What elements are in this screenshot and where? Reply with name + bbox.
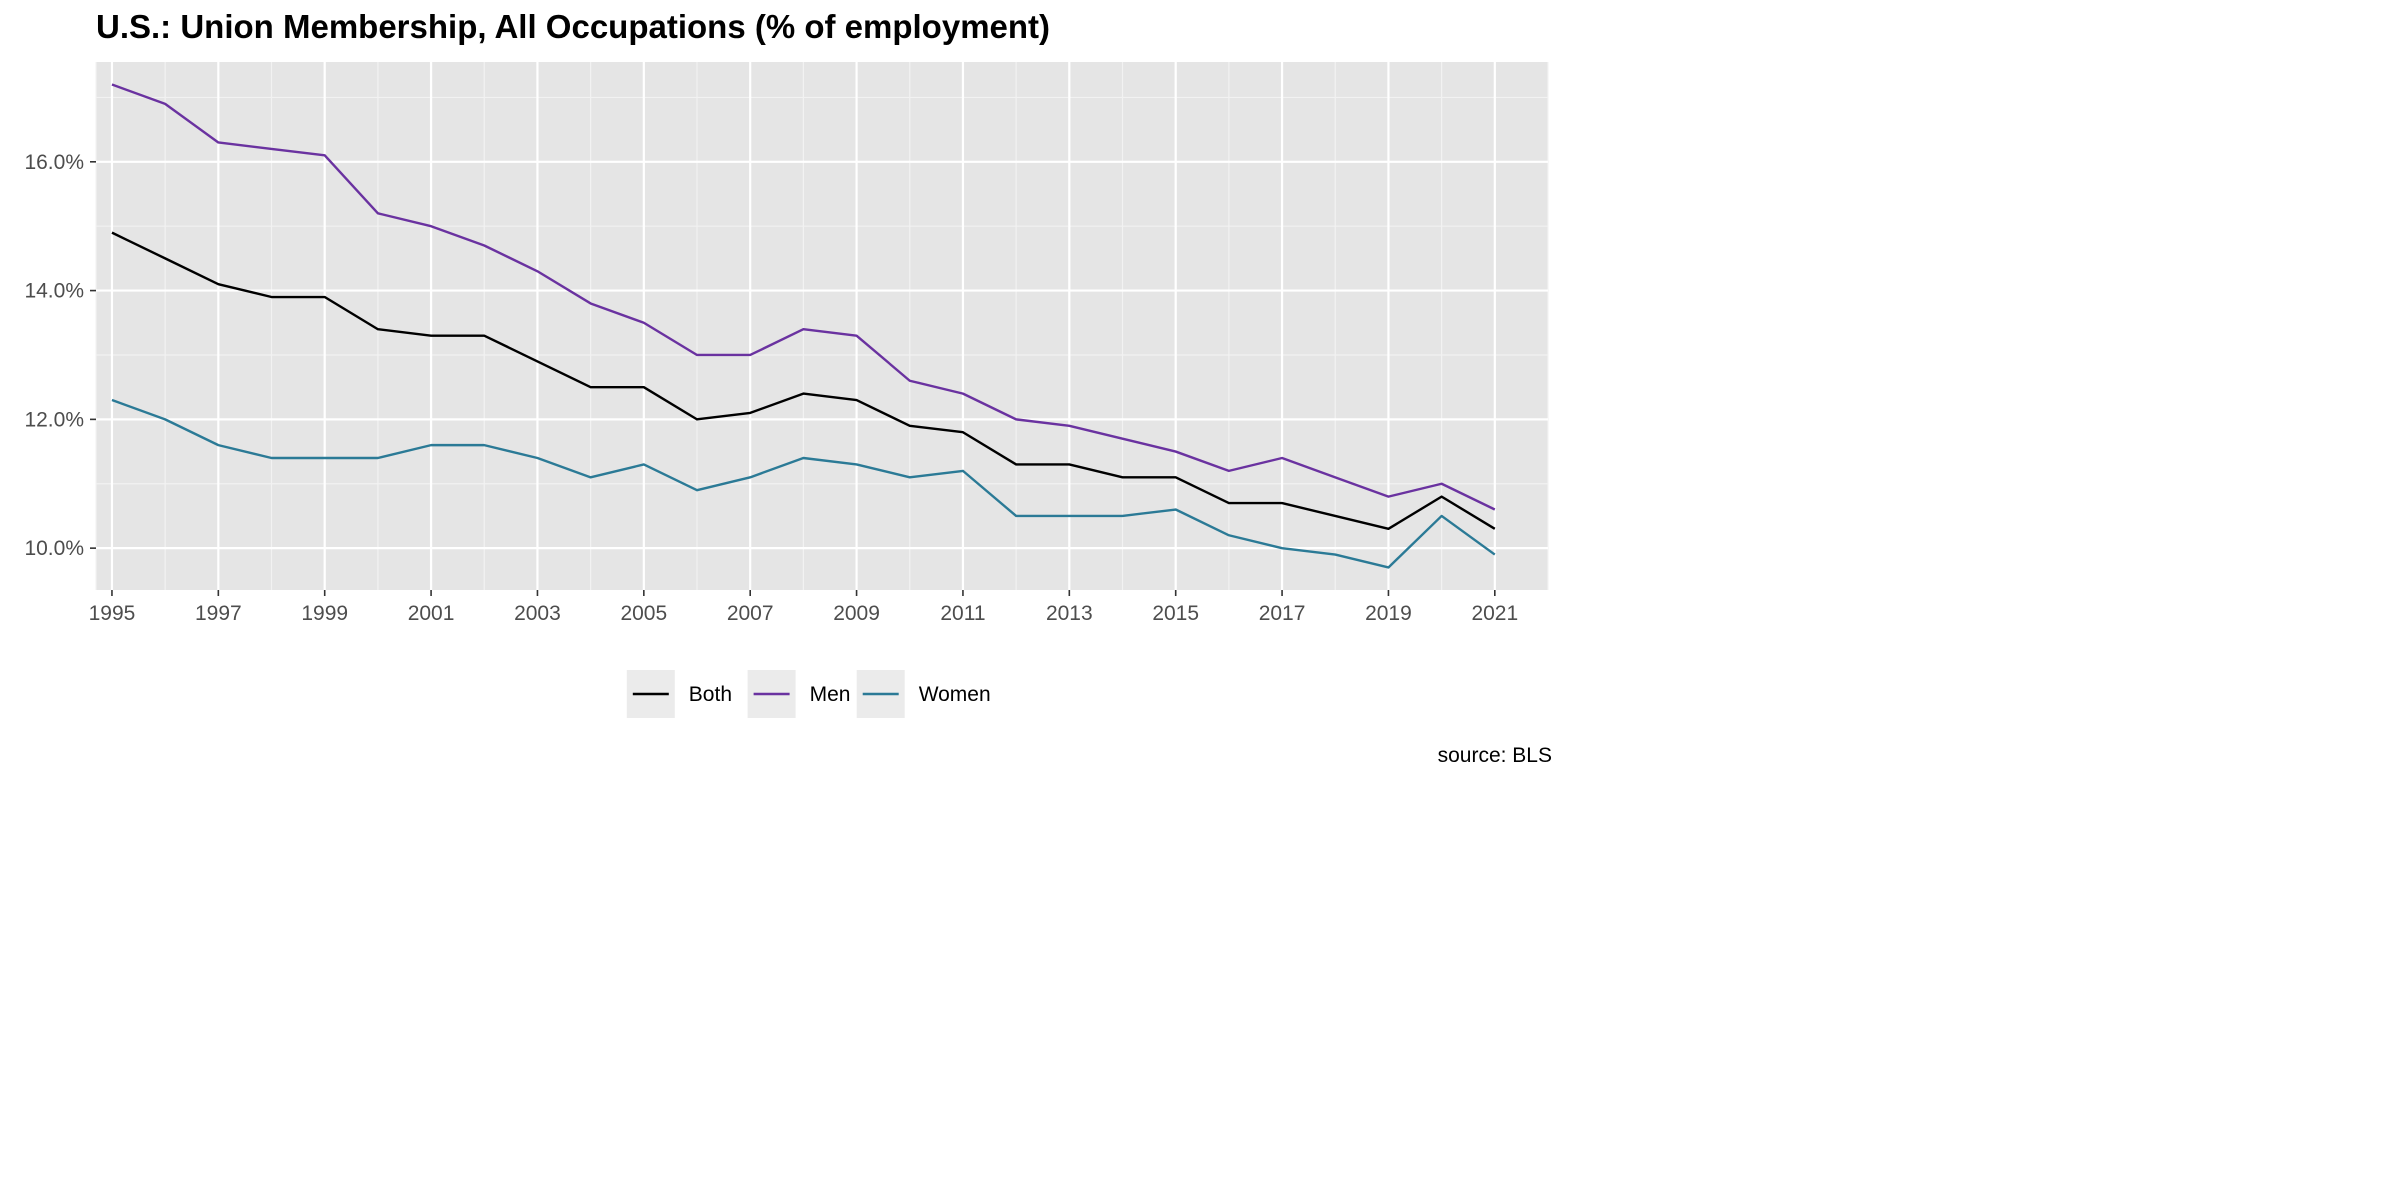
x-tick-label: 1995 <box>89 602 136 625</box>
series-line-women <box>111 398 1496 569</box>
x-tick-label: 2017 <box>1259 602 1306 625</box>
grid-lines <box>95 62 1549 590</box>
y-tick-label: 14.0% <box>24 280 84 303</box>
x-tick-label: 2015 <box>1152 602 1199 625</box>
x-tick-label: 2021 <box>1471 602 1518 625</box>
legend-label-men: Men <box>810 683 851 706</box>
x-tick-label: 2009 <box>833 602 880 625</box>
x-tick-label: 2019 <box>1365 602 1412 625</box>
y-tick-label: 16.0% <box>24 151 84 174</box>
y-tick-label: 12.0% <box>24 408 84 431</box>
chart-title: U.S.: Union Membership, All Occupations … <box>96 8 1051 45</box>
x-tick-label: 2013 <box>1046 602 1093 625</box>
series-lines <box>111 83 1496 569</box>
y-tick-label: 10.0% <box>24 537 84 560</box>
x-axis: 1995 1997 1999 2001 2003 2005 2007 2009 2011 2013… <box>89 590 1518 625</box>
y-axis: 10.0% 12.0% 14.0% 16.0% <box>24 151 96 560</box>
plot-panel <box>96 62 1548 590</box>
x-tick-label: 2001 <box>408 602 455 625</box>
x-tick-label: 2005 <box>620 602 667 625</box>
legend-label-both: Both <box>689 683 732 706</box>
x-tick-label: 2011 <box>940 602 985 625</box>
x-tick-label: 1999 <box>301 602 348 625</box>
legend: Both Men Women <box>626 670 991 718</box>
legend-label-women: Women <box>919 683 991 706</box>
series-line-both <box>111 231 1496 531</box>
x-tick-label: 2003 <box>514 602 561 625</box>
source-caption: source: BLS <box>1437 744 1552 767</box>
series-line-men <box>111 83 1496 511</box>
x-tick-label: 1997 <box>195 602 242 625</box>
line-chart: 10.0% 12.0% 14.0% 16.0% 1995 1997 1999 2001 200… <box>24 62 1549 718</box>
x-tick-label: 2007 <box>727 602 774 625</box>
